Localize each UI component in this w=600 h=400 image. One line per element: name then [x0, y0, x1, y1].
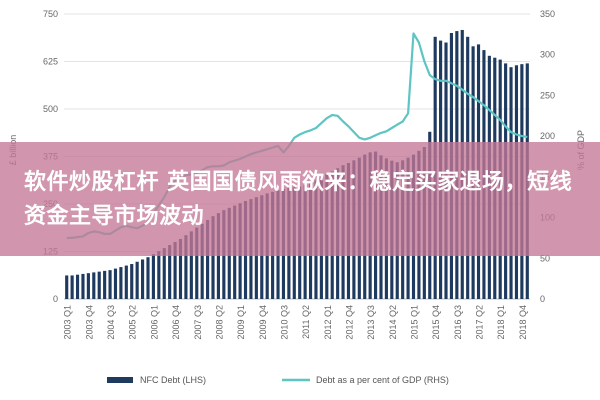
left-tick-label: 500	[43, 104, 58, 114]
x-tick-label: 2004 Q3	[106, 305, 116, 340]
x-tick-label: 2011 Q2	[301, 305, 311, 339]
x-tick-label: 2003 Q4	[84, 305, 94, 340]
x-tick-label: 2016 Q3	[453, 305, 463, 340]
right-tick-label: 300	[540, 50, 555, 60]
legend-swatch-nfc-debt	[107, 377, 133, 383]
x-tick-label: 2005 Q2	[128, 305, 138, 340]
bar	[92, 272, 96, 299]
bar	[97, 271, 101, 299]
bar	[211, 216, 215, 299]
x-tick-label: 2017 Q2	[475, 305, 485, 340]
left-tick-label: 750	[43, 9, 58, 19]
bar	[135, 261, 139, 299]
right-tick-label: 50	[540, 253, 550, 263]
x-tick-label: 2009 Q4	[258, 305, 268, 340]
bar	[119, 267, 123, 299]
x-tick-label: 2015 Q1	[410, 305, 420, 340]
x-tick-label: 2006 Q4	[171, 305, 181, 340]
bar	[70, 275, 74, 299]
x-tick-label: 2018 Q1	[496, 305, 506, 340]
bar	[113, 268, 118, 299]
x-tick-label: 2006 Q1	[149, 305, 159, 340]
headline-text: 软件炒股杠杆 英国国债风雨欲来：稳定买家退场，短线资金主导市场波动	[24, 170, 573, 229]
bar	[103, 270, 107, 299]
bar	[75, 274, 80, 299]
bar	[157, 251, 161, 299]
bar	[140, 259, 145, 299]
right-tick-label: 350	[540, 9, 555, 19]
bar	[81, 273, 85, 299]
x-tick-label: 2018 Q4	[518, 305, 528, 340]
bar	[184, 235, 188, 299]
bar	[206, 219, 210, 299]
bar	[86, 273, 90, 299]
x-axis-ticks: 2003 Q1 2003 Q4 2004 Q3 2005 Q2 2006 Q1 2006 …	[63, 305, 528, 340]
x-tick-label: 2012 Q1	[323, 305, 333, 340]
right-tick-label: 250	[540, 90, 555, 100]
bar	[65, 275, 69, 299]
bar	[173, 242, 177, 299]
bar	[216, 213, 221, 299]
x-tick-label: 2013 Q3	[366, 305, 376, 340]
x-tick-label: 2007 Q3	[193, 305, 203, 340]
x-tick-label: 2008 Q2	[214, 305, 224, 340]
bar	[195, 227, 199, 299]
x-tick-label: 2015 Q4	[431, 305, 441, 340]
bar	[124, 265, 128, 299]
bar	[168, 245, 172, 299]
bar	[178, 238, 183, 299]
x-tick-label: 2012 Q4	[345, 305, 355, 340]
legend-label-nfc-debt: NFC Debt (LHS)	[140, 375, 206, 385]
left-tick-label: 625	[43, 57, 58, 67]
bar	[162, 248, 166, 299]
right-tick-label: 0	[540, 294, 545, 304]
headline-banner	[0, 142, 600, 256]
x-tick-label: 2003 Q1	[63, 305, 73, 340]
legend: NFC Debt (LHS) Debt as a per cent of GDP…	[107, 375, 449, 385]
bar	[189, 231, 193, 299]
x-tick-label: 2010 Q3	[280, 305, 290, 340]
right-tick-label: 200	[540, 131, 555, 141]
x-tick-label: 2009 Q1	[236, 305, 246, 340]
bar	[146, 257, 150, 299]
bar	[151, 254, 155, 299]
bar	[130, 264, 134, 299]
left-tick-label: 0	[53, 294, 58, 304]
bar	[200, 223, 204, 299]
bar	[108, 270, 112, 299]
legend-label-debt-gdp: Debt as a per cent of GDP (RHS)	[316, 375, 449, 385]
x-tick-label: 2014 Q2	[388, 305, 398, 340]
